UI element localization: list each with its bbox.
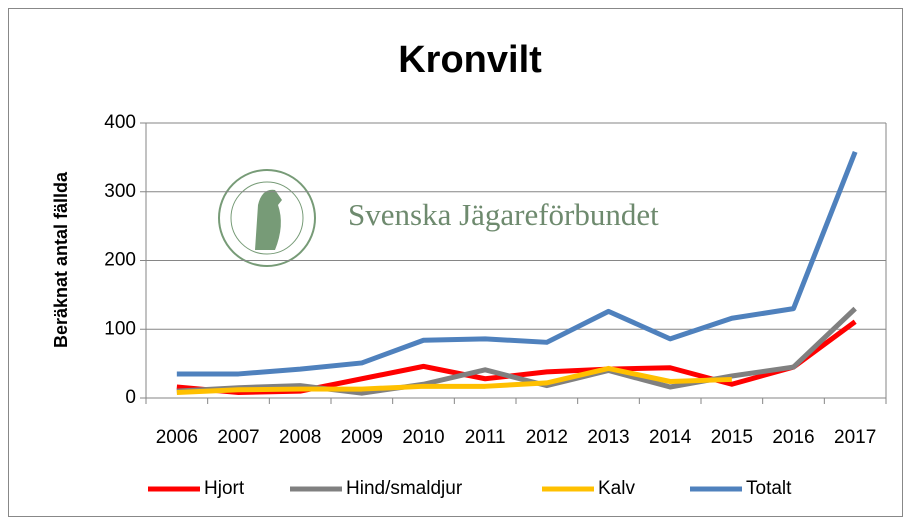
x-tick-label: 2014: [649, 427, 692, 448]
y-tick-label: 100: [104, 318, 136, 339]
x-tick-label: 2011: [465, 427, 506, 448]
x-tick-label: 2006: [156, 427, 198, 448]
x-tick-label: 2010: [402, 427, 444, 448]
x-tick-label: 2015: [711, 427, 753, 448]
y-tick-label: 400: [104, 112, 136, 133]
x-tick-label: 2009: [341, 427, 383, 448]
chart-border: [8, 8, 903, 517]
y-tick-label: 300: [104, 181, 136, 202]
x-tick-label: 2013: [587, 427, 629, 448]
watermark-text: Svenska Jägareförbundet: [348, 197, 659, 232]
x-tick-label: 2012: [526, 427, 568, 448]
y-tick-label: 0: [125, 387, 136, 408]
watermark-logo: [218, 169, 316, 267]
chart-title: Kronvilt: [398, 39, 542, 81]
y-tick-label: 200: [104, 250, 136, 271]
series-line: [176, 306, 857, 396]
x-tick-label: 2017: [834, 427, 876, 448]
series-line: [176, 365, 732, 395]
legend-label: Totalt: [746, 478, 792, 499]
x-tick-label: 2008: [279, 427, 321, 448]
series-line: [176, 150, 858, 377]
legend-label: Hjort: [204, 478, 245, 499]
legend-label: Hind/smaldjur: [346, 478, 463, 499]
x-tick-label: 2007: [217, 427, 259, 448]
x-tick-label: 2016: [772, 427, 814, 448]
legend-label: Kalv: [598, 478, 635, 499]
y-axis-label: Beräknat antal fällda: [51, 171, 71, 348]
